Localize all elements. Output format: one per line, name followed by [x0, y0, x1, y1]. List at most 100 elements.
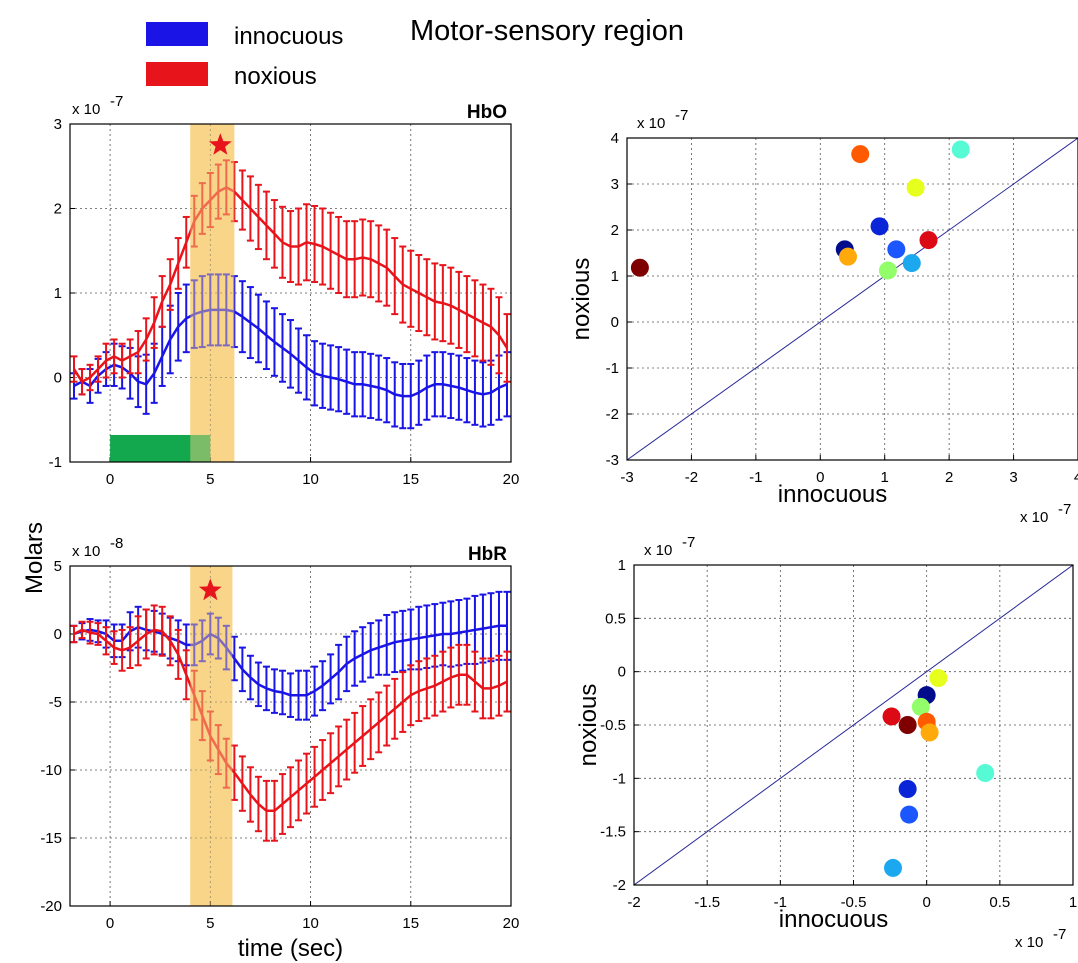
y-tick-label: 0 [618, 664, 626, 681]
scatter-point [902, 254, 921, 273]
highlight-overlay [190, 566, 233, 906]
scatter-point [929, 669, 948, 688]
x-tick-label: 4 [1074, 469, 1078, 486]
x-tick-label: 1 [881, 469, 889, 486]
y-tick-label: -20 [40, 898, 62, 915]
scatter-point [851, 145, 870, 164]
x-tick-label: 0 [106, 471, 114, 488]
y-scale-factor: x 10 [72, 543, 100, 560]
series-line-noxious [73, 628, 508, 813]
x-tick-label: 3 [1009, 469, 1017, 486]
y-tick-label: 1 [611, 268, 619, 285]
y-tick-label: -1 [613, 770, 626, 787]
series-noxious [70, 159, 511, 396]
x-scale-exponent: -7 [1053, 926, 1066, 943]
y-scale-exponent: -7 [110, 93, 123, 110]
x-axis-label: time (sec) [238, 935, 343, 962]
legend-swatch-noxious [146, 62, 208, 86]
plot-area [70, 124, 511, 462]
y-tick-label: 0 [611, 314, 619, 331]
x-tick-label: 0 [922, 894, 930, 911]
significance-star [208, 133, 232, 155]
y-tick-label: -3 [606, 452, 619, 469]
x-scale-factor: x 10 [1020, 509, 1048, 526]
scatter-point [838, 247, 857, 266]
identity-line [627, 138, 1078, 460]
y-tick-label: -2 [613, 877, 626, 894]
y-tick-label: 0 [54, 370, 62, 387]
x-tick-label: 0 [106, 915, 114, 932]
y-tick-label: 1 [54, 285, 62, 302]
y-tick-label: -0.5 [600, 717, 626, 734]
y-tick-label: 2 [54, 201, 62, 218]
y-axis-label: noxious [575, 684, 602, 767]
legend-label-innocuous: innocuous [234, 23, 343, 50]
y-tick-label: 4 [611, 130, 619, 147]
scatter-point [878, 261, 897, 280]
x-tick-label: 10 [302, 471, 319, 488]
y-tick-label: -1.5 [600, 824, 626, 841]
y-scale-exponent: -8 [110, 535, 123, 552]
plot-area [634, 565, 1073, 885]
scatter-point [976, 764, 995, 782]
x-tick-label: 0 [816, 469, 824, 486]
panel-title: HbR [468, 544, 507, 565]
hbo-timecourse-panel: 0 5 10 15 20 -1 0 1 2 3 HbO x 10 -7 [49, 93, 520, 488]
x-tick-label: 0.5 [989, 894, 1010, 911]
x-scale-factor: x 10 [1015, 934, 1043, 951]
scatter-point [887, 240, 906, 259]
y-tick-label: 0 [54, 626, 62, 643]
plot-area [627, 138, 1078, 460]
shared-y-axis-label: Molars [21, 522, 48, 594]
x-tick-label: 15 [402, 915, 419, 932]
x-tick-label: -3 [620, 469, 633, 486]
y-tick-label: -1 [49, 454, 62, 471]
y-tick-label: 5 [54, 558, 62, 575]
significance-star [198, 578, 222, 601]
x-tick-label: -2 [685, 469, 698, 486]
hbr-timecourse-panel: 0 5 10 15 20 -20 -15 -10 -5 0 5 HbR x 10 -8 time (sec) [40, 535, 519, 962]
y-tick-label: -2 [606, 406, 619, 423]
highlight-overlay [190, 124, 235, 462]
hbo-scatter-panel: -3 -2 -1 0 1 2 3 4 -3 -2 -1 0 1 2 3 4 innocuous noxious x … [568, 107, 1078, 526]
scatter-point [630, 258, 649, 277]
y-tick-label: 0.5 [605, 610, 626, 627]
x-tick-label: 15 [402, 471, 419, 488]
scatter-point [911, 697, 930, 716]
x-tick-label: 20 [503, 915, 520, 932]
series-innocuous [70, 590, 511, 721]
y-tick-label: -5 [49, 694, 62, 711]
y-tick-label: 3 [54, 116, 62, 133]
y-tick-label: -10 [40, 762, 62, 779]
x-tick-label: 5 [206, 915, 214, 932]
y-tick-label: 2 [611, 222, 619, 239]
x-tick-label: -2 [627, 894, 640, 911]
scatter-point [870, 217, 889, 236]
x-axis-label: innocuous [778, 481, 887, 508]
axes-frame [69, 123, 512, 463]
y-tick-label: 1 [618, 557, 626, 574]
header: Motor-sensory region innocuous noxious [146, 15, 684, 90]
scatter-point [898, 716, 917, 734]
x-tick-label: -1 [749, 469, 762, 486]
axes-frame [69, 565, 512, 907]
y-axis-label: noxious [568, 258, 595, 341]
x-axis-label: innocuous [779, 906, 888, 933]
hbr-scatter-panel: -2 -1.5 -1 -0.5 0 0.5 1 -2 -1.5 -1 -0.5 0 0.5 1 innocu… [575, 534, 1077, 951]
legend-label-noxious: noxious [234, 63, 317, 90]
scatter-point [884, 858, 903, 877]
series-innocuous [70, 273, 511, 430]
scatter-point [906, 178, 925, 197]
identity-line [634, 565, 1073, 885]
x-scale-exponent: -7 [1058, 501, 1071, 518]
plot-area [70, 566, 511, 906]
panel-title: HbO [467, 102, 507, 123]
series-line-innocuous [73, 308, 508, 398]
scatter-point [882, 707, 901, 726]
axes-frame [626, 137, 1078, 461]
scatter-point [900, 805, 919, 824]
scatter-point [919, 231, 938, 250]
x-tick-label: 20 [503, 471, 520, 488]
x-tick-label: -1 [774, 894, 787, 911]
x-tick-label: 1 [1069, 894, 1077, 911]
